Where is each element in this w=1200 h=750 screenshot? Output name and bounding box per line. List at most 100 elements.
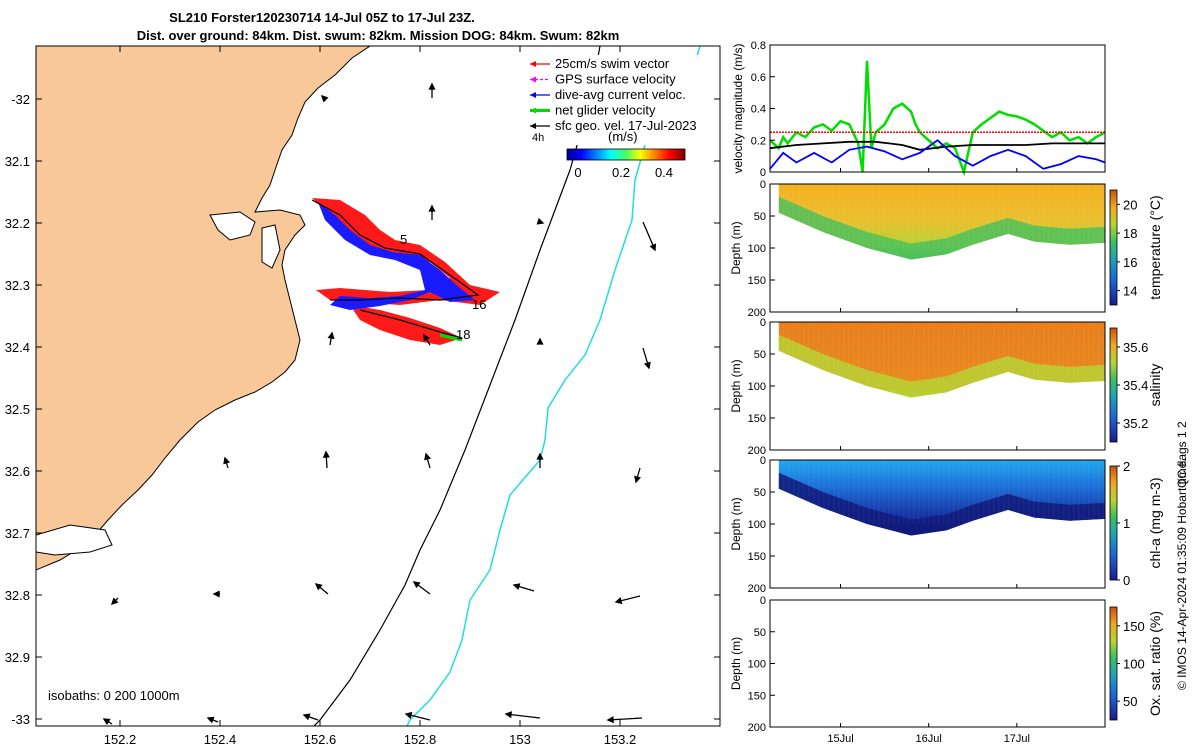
depth-ytick-label: 0 [760,455,766,467]
map-ytick-label: -33 [11,712,30,727]
colorbar-label: salinity [1147,364,1163,407]
depth-ytick-label: 200 [748,583,766,595]
profile-panel-temperature: 0 50 100 150 200 Depth (m) 14 16 18 20 temperature… [729,179,1163,319]
colorbar-tick-label: 35.4 [1123,378,1148,393]
depth-ytick-label: 50 [754,627,766,639]
colorbar-label: Ox. sat. ratio (%) [1147,611,1163,716]
velocity-arrow [223,456,231,469]
isobath-200 [313,46,601,726]
legend-label: 25cm/s swim vector [555,56,670,71]
profile-panel-salinity: 0 50 100 150 200 Depth (m) 35.2 35.4 35.6 salinit… [729,317,1163,457]
day-label: 16 [472,297,486,312]
map-xtick-label: 152.2 [104,732,137,747]
section-deep-band [778,196,1105,260]
section-deep-band [778,472,1105,536]
time-xtick-label: 17Jul [1004,733,1030,745]
depth-ytick-label: 150 [748,551,766,563]
legend-entry: GPS surface velocity [530,72,676,87]
velocity-series-line [769,140,1105,151]
map-ytick-label: 32.2 [5,216,30,231]
track-swath-blue [318,202,475,310]
isobath-1000 [406,46,701,726]
map-xtick-label: 153.2 [604,732,637,747]
track-swath-red-2 [350,305,462,345]
depth-ytick-label: 200 [748,307,766,319]
land-mass [36,46,371,571]
map-ytick-label: 32.5 [5,402,30,417]
velocity-ytick-label: 0.8 [751,40,766,52]
velocity-arrow [642,347,651,370]
velocity-ytick-label: 0.6 [751,72,766,84]
day-label: 18 [456,327,470,342]
map-frame [35,45,721,727]
colorbar [1109,327,1118,443]
velocity-arrow [424,452,431,469]
colorbar-tick-label: 100 [1123,657,1145,672]
velocity-arrow [320,94,329,103]
legend-entry: dive-avg current veloc. [530,87,686,102]
depth-ytick-label: 200 [748,722,766,734]
depth-ylabel: Depth (m) [729,359,743,412]
depth-ytick-label: 100 [748,659,766,671]
depth-ytick-label: 100 [748,381,766,393]
velocity-arrow [428,82,436,98]
title-line-2: Dist. over ground: 84km. Dist. swum: 82k… [137,28,620,43]
velocity-ytick-label: 0 [760,167,766,179]
depth-ytick-label: 0 [760,317,766,329]
colorbar-unit: (m/s) [608,129,638,144]
map-ytick-label: -32 [11,92,30,107]
colorbar-label: temperature (°C) [1147,195,1163,299]
legend-entry: 25cm/s swim vector [530,56,670,71]
title-line-1: SL210 Forster120230714 14-Jul 05Z to 17-… [169,10,475,25]
legend-label: net glider velocity [555,103,656,118]
depth-ytick-label: 100 [748,243,766,255]
velocity-arrow [327,331,335,346]
velocity-arrow [642,221,657,252]
colorbar-tick-label: 2 [1123,459,1130,474]
colorbar-tick: 0.2 [612,165,630,180]
velocity-ylabel: velocity magnitude (m/s) [731,43,745,173]
velocity-arrow [614,595,641,605]
depth-ylabel: Depth (m) [729,221,743,274]
legend-label: dive-avg current veloc. [555,87,686,102]
velocity-arrow [606,716,643,724]
velocity-panel: 0 0.2 0.4 0.6 0.8 velocity magnitude (m/s) [731,40,1106,179]
sfc-velocity-arrows [102,82,657,726]
day-label: 5 [400,232,407,247]
map-axis-ticks: 152.2 152.4 152.6 152.8 153 153.2 -32 32.1 32.2 3… [5,46,720,747]
colorbar-tick-label: 18 [1123,226,1137,241]
velocity-arrow [634,467,641,484]
colorbar [1109,606,1118,721]
depth-ytick-label: 50 [754,211,766,223]
depth-ylabel: Depth (m) [729,497,743,550]
velocity-arrow [302,713,319,721]
velocity-arrow [212,590,220,598]
profile-panels: 0 0.2 0.4 0.6 0.8 velocity magnitude (m/s) 0 50… [729,40,1163,745]
velocity-arrow [206,716,219,724]
colorbar-tick-label: 14 [1123,284,1137,299]
legend-entry: net glider velocity [530,103,656,118]
velocity-series-line [769,139,1106,170]
colorbar-tick-label: 35.2 [1123,416,1148,431]
velocity-arrow [423,333,431,346]
depth-ytick-label: 150 [748,690,766,702]
legend-entry: sfc geo. vel. 17-Jul-2023 [530,118,697,133]
colorbar-tick-label: 50 [1123,694,1137,709]
depth-ytick-label: 150 [748,275,766,287]
colorbar-tick-label: 1 [1123,516,1130,531]
map-xtick-label: 153 [509,732,531,747]
velocity-arrow [110,597,119,606]
velocity-arrow [504,711,541,719]
colorbar [1109,465,1118,581]
map-ytick-label: 32.7 [5,526,30,541]
depth-ylabel: Depth (m) [729,637,743,690]
map-xtick-label: 152.4 [204,732,237,747]
colorbar-label: chl-a (mg m-3) [1147,477,1163,568]
map-xtick-label: 152.8 [404,732,437,747]
colorbar-tick: 0.4 [655,165,673,180]
map-ytick-label: 32.8 [5,588,30,603]
depth-ytick-label: 0 [760,595,766,607]
section-deep-band [778,334,1105,398]
